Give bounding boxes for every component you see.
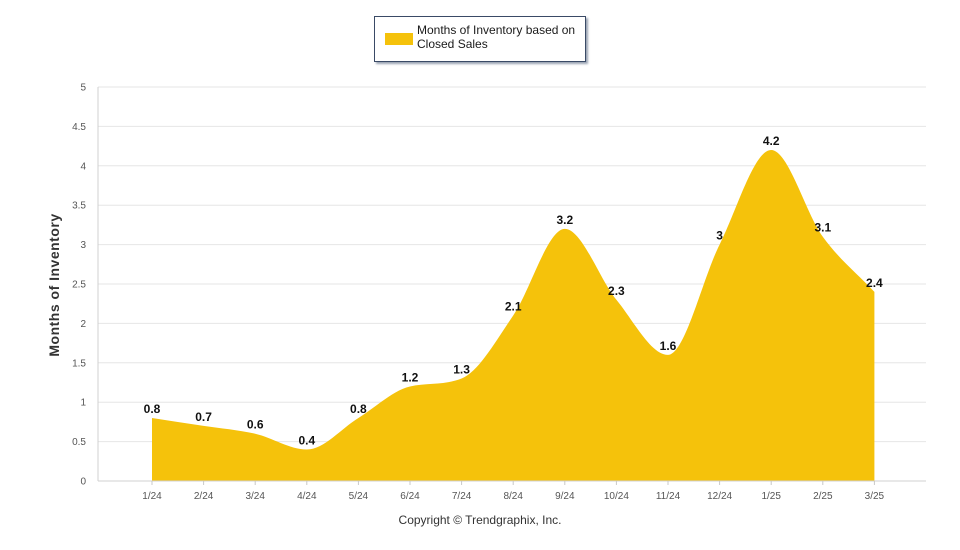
- y-tick-label: 5: [80, 83, 86, 94]
- x-tick-label: 2/24: [194, 491, 214, 502]
- y-tick-label: 2.5: [72, 280, 86, 291]
- y-tick-label: 4.5: [72, 122, 86, 133]
- y-tick-label: 3: [80, 240, 86, 251]
- y-tick-label: 1.5: [72, 358, 86, 369]
- copyright-text: Copyright © Trendgraphix, Inc.: [398, 513, 562, 527]
- data-label: 3: [716, 229, 723, 243]
- x-tick-label: 11/24: [656, 491, 681, 502]
- x-tick-label: 7/24: [452, 491, 472, 502]
- x-tick-label: 2/25: [813, 491, 833, 502]
- y-tick-label: 0: [80, 477, 86, 488]
- y-tick-label: 1: [80, 398, 86, 409]
- legend: Months of Inventory based on Closed Sale…: [374, 16, 586, 62]
- data-label: 4.2: [763, 134, 780, 148]
- x-tick-label: 6/24: [400, 491, 420, 502]
- data-label: 3.2: [556, 213, 573, 227]
- data-label: 1.6: [660, 339, 677, 353]
- legend-label: Months of Inventory based on Closed Sale…: [417, 23, 576, 51]
- y-axis-title: Months of Inventory: [46, 213, 62, 357]
- y-tick-label: 2: [80, 319, 86, 330]
- x-tick-label: 8/24: [503, 491, 523, 502]
- y-tick-label: 0.5: [72, 437, 86, 448]
- x-tick-label: 3/24: [245, 491, 265, 502]
- data-label: 0.4: [298, 433, 315, 447]
- x-tick-label: 9/24: [555, 491, 575, 502]
- area-fill: [152, 150, 875, 482]
- x-tick-label: 1/24: [142, 491, 162, 502]
- x-tick-label: 3/25: [865, 491, 885, 502]
- data-label: 3.1: [814, 221, 831, 235]
- data-label: 0.7: [195, 410, 212, 424]
- data-label: 0.6: [247, 418, 264, 432]
- x-tick-label: 12/24: [707, 491, 732, 502]
- x-tick-label: 1/25: [761, 491, 781, 502]
- data-label: 2.1: [505, 300, 522, 314]
- legend-swatch: [385, 33, 413, 45]
- data-label: 0.8: [350, 402, 367, 416]
- x-tick-label: 4/24: [297, 491, 317, 502]
- data-labels: 0.8 0.7 0.6 0.4 0.8 1.2 1.3 2.1 3.2 2.3 1.6 3 4.2 3.1…: [144, 134, 883, 447]
- y-tick-label: 4: [80, 161, 86, 172]
- data-label: 1.2: [402, 370, 419, 384]
- y-tick-label: 3.5: [72, 201, 86, 212]
- series-area: [152, 150, 875, 482]
- data-label: 2.4: [866, 276, 883, 290]
- y-axis-ticks: 0 0.5 1 1.5 2 2.5 3 3.5 4 4.5 5: [72, 83, 86, 488]
- x-tick-label: 10/24: [604, 491, 629, 502]
- x-axis-ticks: 1/24 2/24 3/24 4/24 5/24 6/24 7/24 8/24 9/24 10/2…: [98, 480, 926, 502]
- data-label: 2.3: [608, 284, 625, 298]
- x-tick-label: 5/24: [349, 491, 369, 502]
- data-label: 0.8: [144, 402, 161, 416]
- data-label: 1.3: [453, 363, 470, 377]
